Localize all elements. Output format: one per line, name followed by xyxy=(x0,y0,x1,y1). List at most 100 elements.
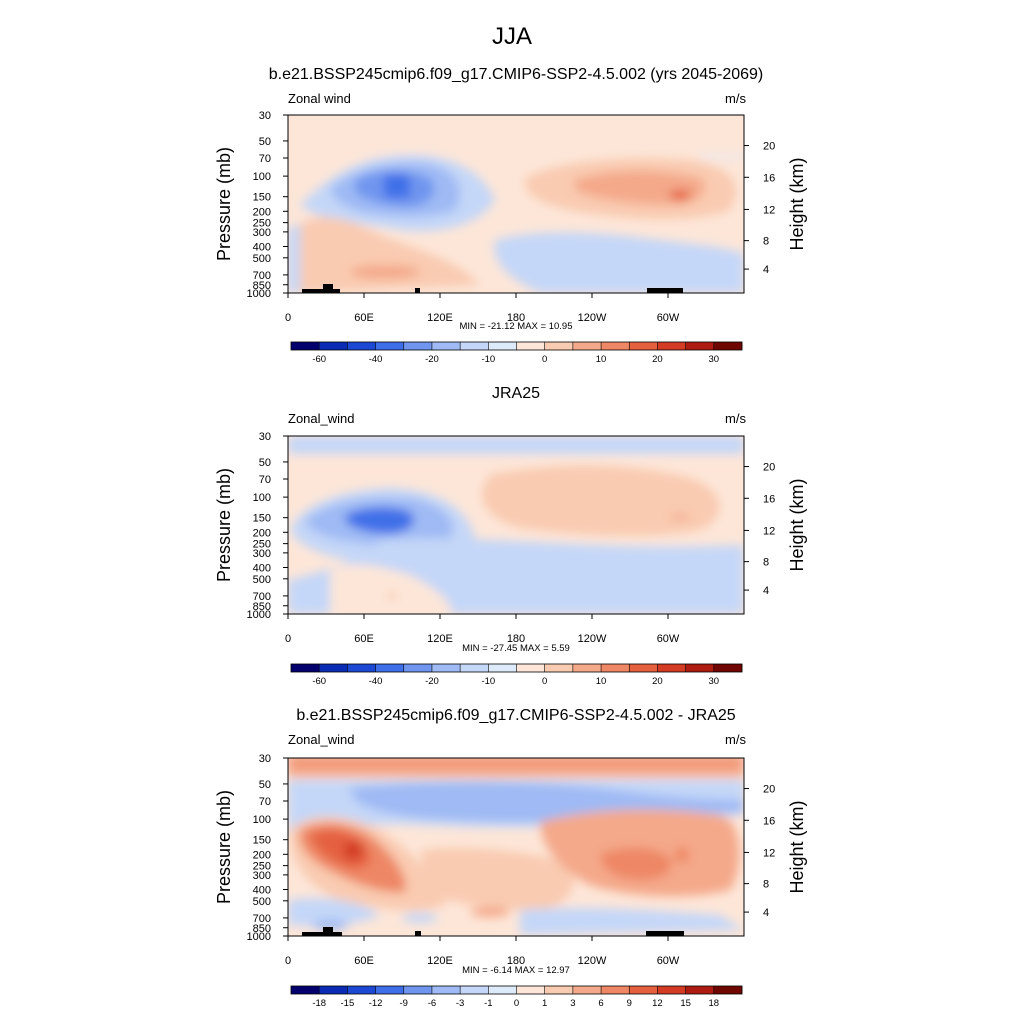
colorbar-swatch xyxy=(460,342,489,350)
colorbar-swatch xyxy=(685,664,715,672)
colorbar-swatch xyxy=(601,342,630,350)
colorbar-label: -15 xyxy=(341,998,355,1009)
colorbar-label: 1 xyxy=(542,998,547,1009)
colorbar-label: 6 xyxy=(598,998,603,1009)
colorbar-label: -20 xyxy=(425,676,439,687)
colorbar-swatch xyxy=(629,986,658,994)
colorbar-swatch xyxy=(685,986,715,994)
colorbar-swatch xyxy=(460,664,489,672)
x-tick-label: 0 xyxy=(285,955,291,967)
units-label: m/s xyxy=(725,732,746,747)
y-tick-label: 1000 xyxy=(247,288,271,300)
y-tick-label: 70 xyxy=(259,153,271,165)
y-tick-label: 150 xyxy=(253,192,271,204)
colorbar-label: 20 xyxy=(652,354,663,365)
panel-model: b.e21.BSSP245cmip6.f09_g17.CMIP6-SSP2-4.… xyxy=(214,66,807,365)
y-tick-label: 150 xyxy=(253,835,271,847)
x-tick-label: 180 xyxy=(507,633,525,645)
colorbar-label: -60 xyxy=(312,354,326,365)
y2-tick-label: 8 xyxy=(763,879,769,891)
colorbar-swatch xyxy=(544,986,574,994)
colorbar-label: 10 xyxy=(596,676,607,687)
min-max-stats: MIN = -6.14 MAX = 12.97 xyxy=(462,965,570,976)
y-tick-label: 100 xyxy=(253,492,271,504)
y-tick-label: 300 xyxy=(253,870,271,882)
colorbar-swatch xyxy=(431,342,461,350)
y-tick-label: 250 xyxy=(253,218,271,230)
contour-field xyxy=(288,758,744,936)
x-tick-label: 60E xyxy=(354,312,374,324)
colorbar-swatch xyxy=(291,664,320,672)
colorbar-label: -20 xyxy=(425,354,439,365)
colorbar-label: -3 xyxy=(456,998,464,1009)
colorbar-swatch xyxy=(657,664,686,672)
colorbar-label: -9 xyxy=(400,998,408,1009)
figure-title: JJA xyxy=(492,23,532,50)
colorbar: -60 -40 -20 -10 0 10 20 30 xyxy=(290,341,743,365)
colorbar-swatch xyxy=(488,664,517,672)
colorbar-swatch xyxy=(572,664,602,672)
units-label: m/s xyxy=(725,91,746,106)
x-tick-label: 120W xyxy=(578,955,607,967)
colorbar-swatch xyxy=(460,986,489,994)
colorbar-frame xyxy=(290,985,743,995)
colorbar-swatch xyxy=(347,986,376,994)
colorbar-swatch xyxy=(319,986,348,994)
x-tick-label: 0 xyxy=(285,312,291,324)
y2-tick-label: 8 xyxy=(763,557,769,569)
y-axis-title: Pressure (mb) xyxy=(214,468,234,582)
y-tick-label: 50 xyxy=(259,779,271,791)
y-tick-label: 100 xyxy=(253,814,271,826)
y-tick-label: 1000 xyxy=(247,931,271,943)
y2-tick-label: 20 xyxy=(763,462,775,474)
colorbar-swatch xyxy=(319,342,348,350)
colorbar-label: 30 xyxy=(709,676,720,687)
y2-tick-label: 16 xyxy=(763,815,775,827)
colorbar-frame xyxy=(290,341,743,351)
y-tick-label: 400 xyxy=(253,884,271,896)
colorbar-swatch xyxy=(516,664,545,672)
colorbar-label: -18 xyxy=(312,998,326,1009)
x-tick-label: 120E xyxy=(427,633,453,645)
y2-axis-title: Height (km) xyxy=(787,157,807,250)
y2-tick-label: 4 xyxy=(763,585,769,597)
x-tick-label: 120W xyxy=(578,633,607,645)
colorbar-swatch xyxy=(516,986,545,994)
x-tick-label: 120E xyxy=(427,312,453,324)
colorbar: -18 -15 -12 -9 -6 -3 -1 0 1 3 6 9 12 15 18 xyxy=(290,985,743,1009)
colorbar-swatch xyxy=(319,664,348,672)
y2-tick-label: 12 xyxy=(763,847,775,859)
y-tick-label: 400 xyxy=(253,241,271,253)
colorbar-swatch xyxy=(572,986,602,994)
colorbar: -60 -40 -20 -10 0 10 20 30 xyxy=(290,663,743,687)
y-tick-label: 70 xyxy=(259,796,271,808)
y2-tick-label: 12 xyxy=(763,525,775,537)
colorbar-swatch xyxy=(488,342,517,350)
y-tick-label: 850 xyxy=(253,280,271,292)
y-tick-label: 100 xyxy=(253,171,271,183)
colorbar-label: 18 xyxy=(709,998,720,1009)
y-tick-label: 70 xyxy=(259,474,271,486)
x-tick-label: 60E xyxy=(354,955,374,967)
min-max-stats: MIN = -21.12 MAX = 10.95 xyxy=(459,321,572,332)
y-tick-label: 500 xyxy=(253,896,271,908)
y-tick-label: 200 xyxy=(253,206,271,218)
colorbar-label: 20 xyxy=(652,676,663,687)
variable-label: Zonal wind xyxy=(288,91,351,106)
y-tick-label: 300 xyxy=(253,548,271,560)
colorbar-swatch xyxy=(516,342,545,350)
y-tick-label: 50 xyxy=(259,457,271,469)
colorbar-label: 10 xyxy=(596,354,607,365)
y-tick-label: 200 xyxy=(253,849,271,861)
y-tick-label: 250 xyxy=(253,861,271,873)
y2-tick-label: 20 xyxy=(763,141,775,153)
x-tick-label: 60W xyxy=(657,633,680,645)
y-tick-label: 400 xyxy=(253,562,271,574)
y2-tick-label: 16 xyxy=(763,493,775,505)
y-axis-title: Pressure (mb) xyxy=(214,790,234,904)
colorbar-swatch xyxy=(713,664,743,672)
y-tick-label: 700 xyxy=(253,913,271,925)
colorbar-label: 12 xyxy=(652,998,663,1009)
y-tick-label: 500 xyxy=(253,253,271,265)
y-tick-label: 50 xyxy=(259,136,271,148)
